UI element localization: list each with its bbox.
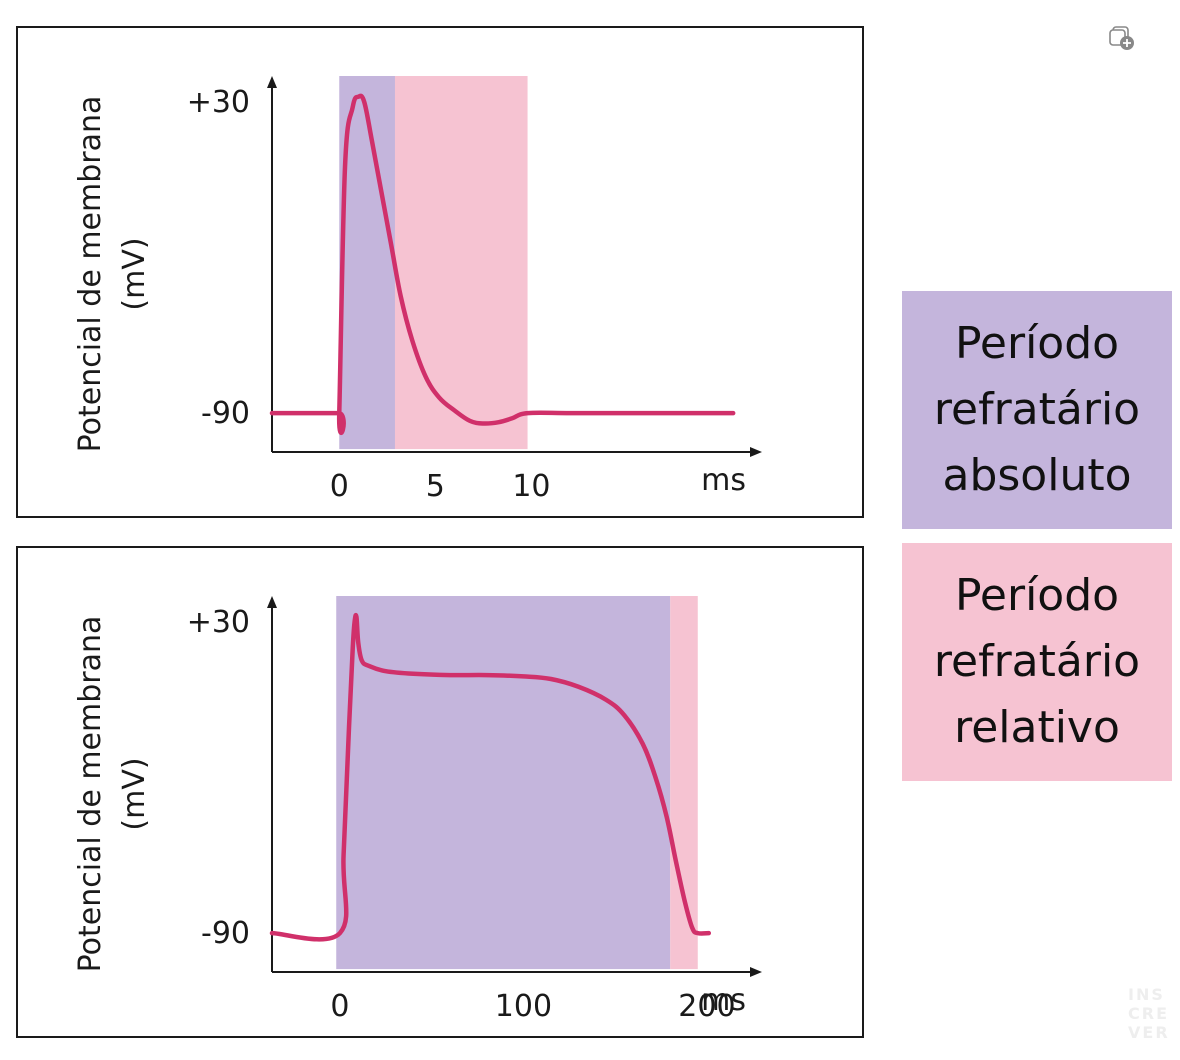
- y-axis-label-line: Potencial de membrana: [73, 96, 108, 453]
- y-tick-label: +30: [187, 605, 250, 640]
- x-axis-unit-label: ms: [701, 463, 746, 498]
- watermark: INS CRE VER: [1128, 985, 1178, 1042]
- legend-absolute-line-3: absoluto: [942, 450, 1132, 501]
- y-axis-label-line: (mV): [117, 757, 152, 830]
- watermark-line-2: CRE: [1128, 1004, 1169, 1023]
- watermark-line-3: VER: [1128, 1023, 1170, 1042]
- x-tick-label: 5: [426, 469, 445, 504]
- shaded-region-relative: [670, 596, 698, 970]
- legend-absolute-line-2: refratário: [933, 384, 1141, 435]
- y-axis-arrow-icon: [267, 596, 277, 608]
- add-to-collection-icon[interactable]: [1108, 24, 1138, 54]
- y-axis-label-line: Potencial de membrana: [73, 616, 108, 973]
- x-tick-label: 10: [512, 469, 550, 504]
- y-tick-label: -90: [201, 916, 250, 951]
- x-tick-label: 100: [495, 989, 552, 1024]
- legend-relative-line-1: Período: [954, 570, 1120, 621]
- chart-svg-top: 0 5 10 ms +30 -90 Potencial de membrana (mV): [73, 76, 762, 504]
- x-tick-label: 0: [330, 989, 349, 1024]
- y-axis-arrow-icon: [267, 76, 277, 88]
- legend-relative-line-2: refratário: [933, 636, 1141, 687]
- chart-panel-top: 0 5 10 ms +30 -90 Potencial de membrana (mV): [16, 26, 864, 518]
- watermark-line-1: INS: [1128, 985, 1165, 1004]
- x-axis-arrow-icon: [750, 967, 762, 977]
- action-potential-line: [269, 612, 712, 942]
- shaded-region-absolute: [336, 596, 671, 970]
- legend-relative-period: Período refratário relativo: [902, 543, 1172, 781]
- legend-absolute-period: Período refratário absoluto: [902, 291, 1172, 529]
- legend-relative-line-3: relativo: [954, 702, 1120, 753]
- x-axis-arrow-icon: [750, 447, 762, 457]
- action-potential-line: [269, 93, 736, 435]
- shaded-region-relative: [394, 76, 528, 450]
- chart-panel-bottom: 0 100 200 ms +30 -90 Potencial de membrana (mV): [16, 546, 864, 1038]
- legend-absolute-line-1: Período: [954, 318, 1120, 369]
- x-tick-label: 200: [678, 989, 735, 1024]
- y-axis-label-line: (mV): [117, 237, 152, 310]
- x-tick-label: 0: [330, 469, 349, 504]
- y-tick-label: -90: [201, 396, 250, 431]
- y-tick-label: +30: [187, 85, 250, 120]
- x-axis-unit-label: ms: [701, 983, 746, 1018]
